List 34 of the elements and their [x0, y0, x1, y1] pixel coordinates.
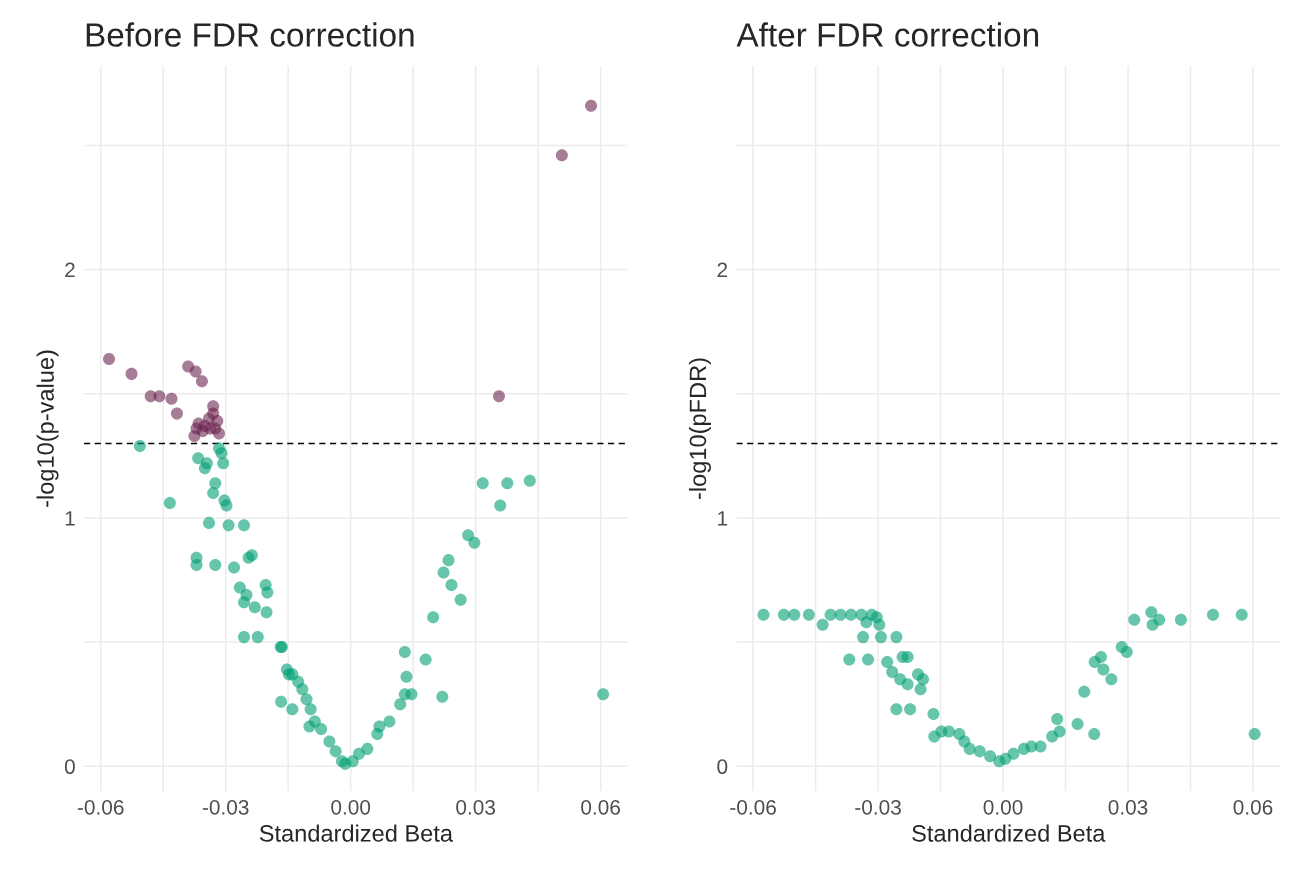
y-tick-label: 1: [65, 511, 75, 526]
x-tick-label: -0.06: [77, 799, 124, 815]
y-tick-label: 0: [64, 759, 75, 775]
chart-title: After FDR correction: [736, 22, 1039, 47]
x-tick-label: 0.06: [1233, 799, 1273, 815]
chart-title: Before FDR correction: [86, 22, 414, 47]
x-tick-label: 0.00: [331, 799, 371, 815]
point: [165, 392, 178, 405]
point: [189, 365, 202, 378]
point: [211, 415, 224, 428]
point: [103, 352, 116, 365]
y-tick-label: 2: [717, 262, 728, 278]
x-tick-label: 0.06: [581, 799, 620, 815]
point: [153, 390, 166, 403]
y-axis-title: -log10(pFDR): [688, 358, 711, 499]
point: [492, 390, 505, 403]
point: [585, 99, 598, 112]
x-axis-title: Standardized Beta: [259, 824, 454, 842]
point: [125, 367, 138, 380]
y-tick-label: 1: [718, 511, 728, 526]
point: [555, 149, 568, 162]
y-tick-label: 2: [65, 262, 75, 278]
x-tick-label: -0.03: [855, 799, 901, 815]
point: [190, 422, 203, 435]
y-axis-title: -log10(p-value): [36, 350, 59, 507]
point: [195, 375, 208, 388]
point: [170, 407, 183, 420]
x-tick-label: 0.00: [983, 799, 1023, 815]
x-tick-label: 0.03: [1108, 799, 1148, 815]
x-tick-label: 0.03: [456, 799, 495, 815]
x-tick-label: -0.03: [202, 799, 249, 815]
x-tick-label: -0.06: [730, 799, 776, 815]
y-tick-label: 0: [717, 759, 728, 775]
x-axis-title: Standardized Beta: [912, 824, 1106, 842]
